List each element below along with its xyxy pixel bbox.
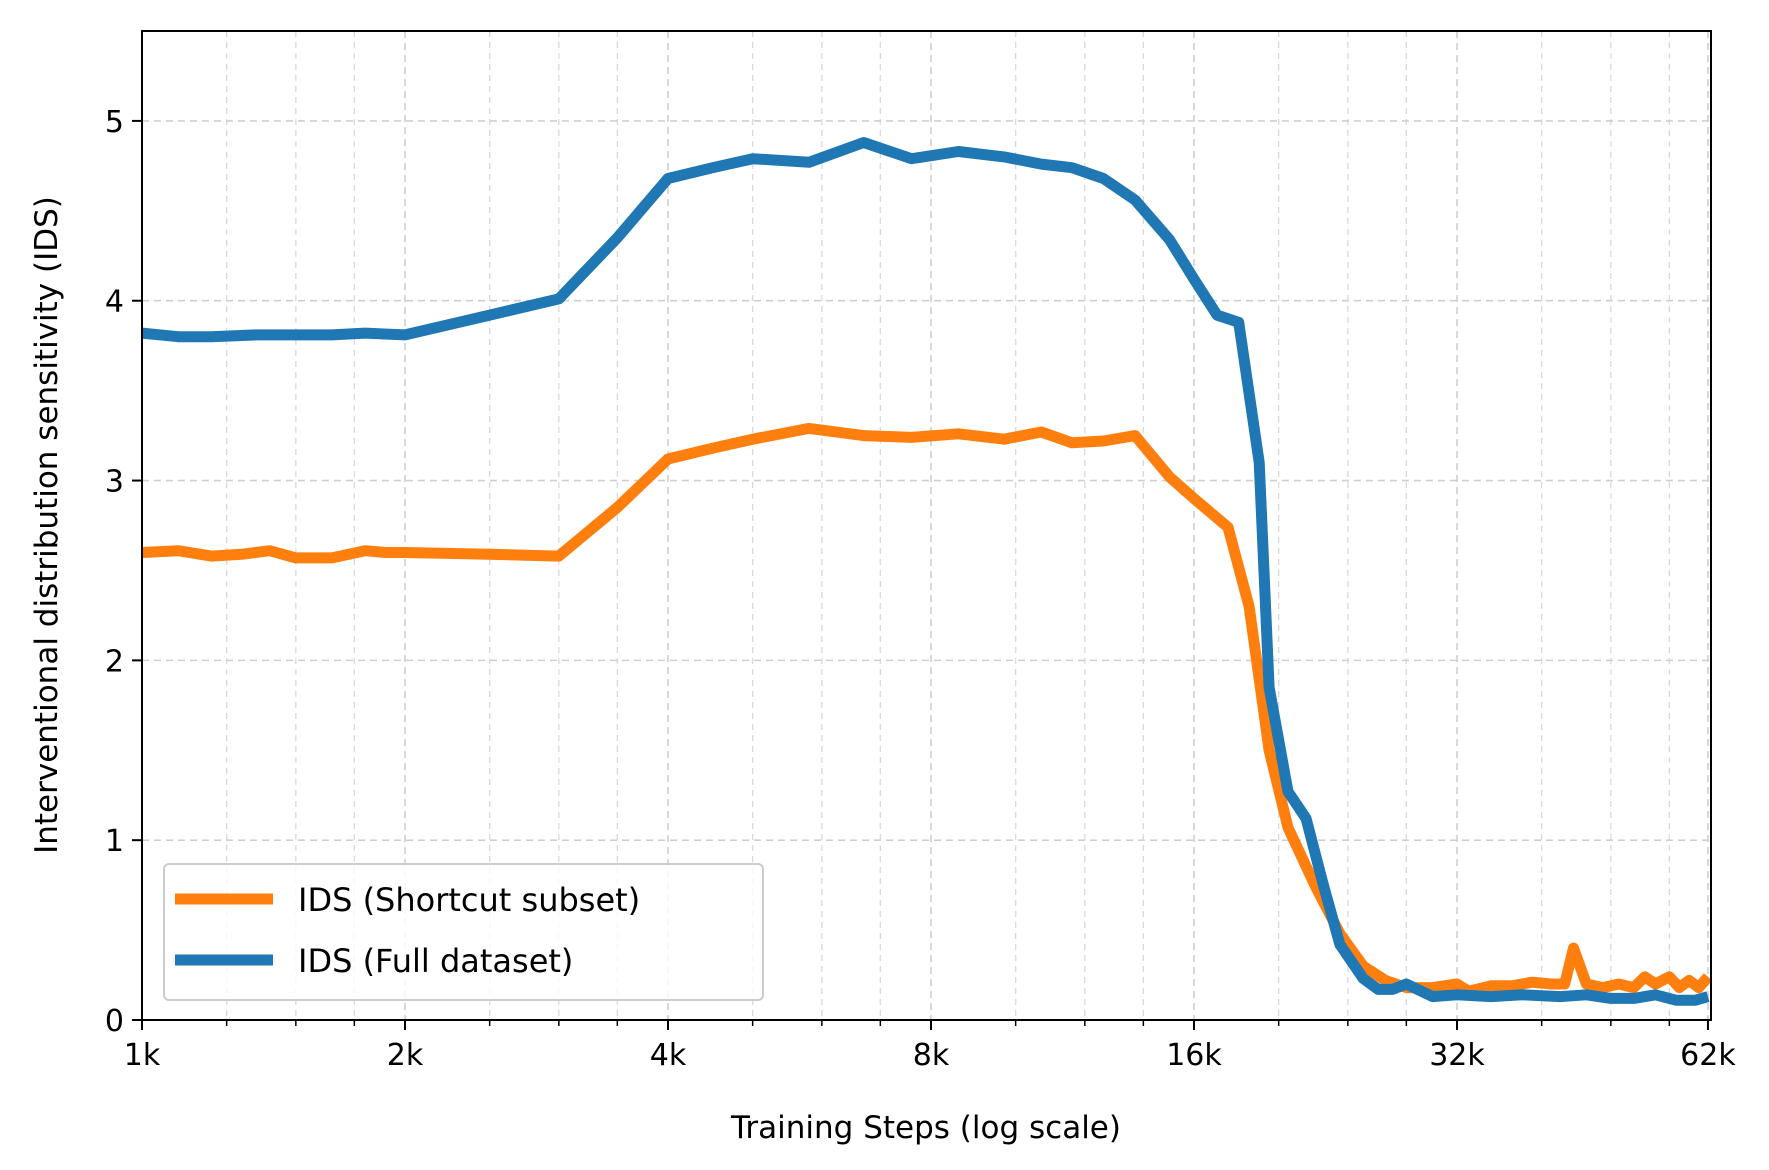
plot-frame: [141, 30, 1712, 1021]
x-tick-label: 1k: [124, 1038, 161, 1073]
legend-label-shortcut: IDS (Shortcut subset): [298, 881, 640, 919]
y-tick-label: 5: [105, 105, 124, 140]
x-tick-label: 62k: [1680, 1038, 1736, 1073]
y-tick-label: 1: [105, 824, 124, 859]
series-line-shortcut-subset: [141, 422, 1713, 997]
legend-label-full: IDS (Full dataset): [298, 942, 573, 980]
legend: IDS (Shortcut subset) IDS (Full dataset): [163, 863, 764, 1001]
y-tick-label: 0: [105, 1004, 124, 1039]
x-axis: 1k 2k 4k 8k 16k 32k 62k: [124, 1020, 1736, 1073]
y-tick-label: 4: [105, 285, 124, 320]
x-tick-label: 16k: [1166, 1038, 1222, 1073]
y-axis-title: Interventional distribution sensitivity …: [29, 196, 65, 854]
y-tick-label: 2: [105, 644, 124, 679]
x-axis-title: Training Steps (log scale): [730, 1110, 1121, 1146]
series-layer: [141, 137, 1713, 1006]
legend-box: [163, 863, 764, 1001]
y-tick-label: 3: [105, 465, 124, 500]
x-tick-label: 32k: [1429, 1038, 1485, 1073]
x-tick-label: 8k: [913, 1038, 950, 1073]
y-axis: 0 1 2 3 4 5: [105, 105, 142, 1039]
x-tick-label: 4k: [650, 1038, 687, 1073]
plot-background: [142, 31, 1711, 1020]
x-tick-label: 2k: [387, 1038, 424, 1073]
plot-area: [141, 30, 1713, 1021]
series-line-full-dataset: [141, 137, 1710, 1006]
